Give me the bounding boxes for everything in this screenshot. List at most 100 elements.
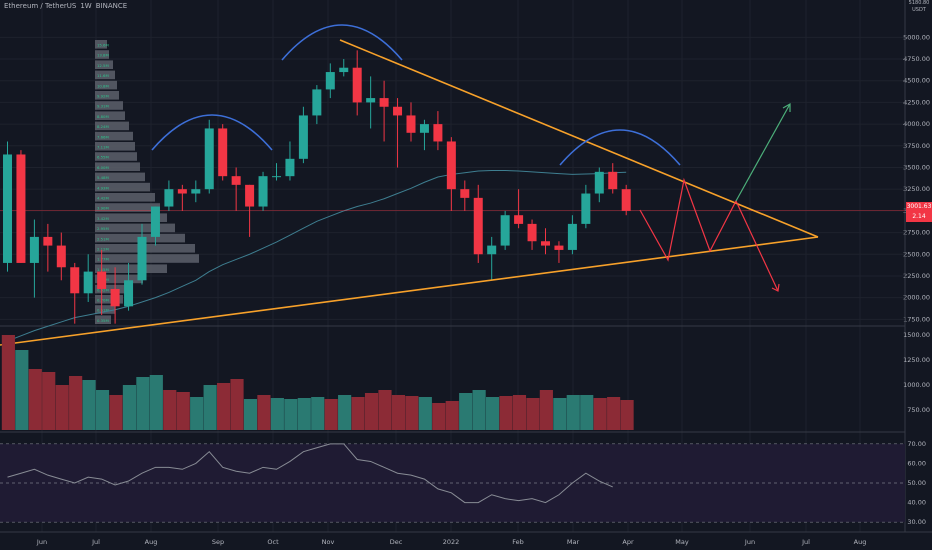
price-scale-top-value: 5180.80: [908, 0, 930, 6]
volume-bar: [230, 379, 244, 430]
candle-body: [137, 236, 147, 281]
lower-trendline: [0, 236, 819, 346]
head-arc: [281, 24, 403, 61]
volume-bar: [203, 385, 217, 430]
volume-tick-label: 750.00: [907, 406, 930, 414]
volume-profile-bar: [95, 121, 129, 131]
price-scale-unit: USDT: [912, 7, 926, 13]
volume-bar: [28, 369, 42, 430]
candle-body: [473, 197, 483, 255]
volume-profile-bar: [95, 182, 150, 192]
volume-profile-label: 2.51M: [97, 236, 109, 241]
volume-profile-label: 0.35M: [97, 318, 109, 323]
volume-bar: [338, 395, 352, 430]
candle-body: [43, 236, 53, 246]
volume-bar: [15, 350, 29, 430]
x-tick-label: Jul: [91, 538, 100, 546]
volume-bar: [499, 396, 513, 430]
volume-profile-bar: [95, 213, 167, 222]
forecast-down-arrowhead: [771, 283, 780, 292]
volume-profile-bar: [95, 152, 137, 161]
volume-bar: [82, 380, 96, 430]
volume-bar: [391, 395, 405, 430]
volume-bar: [109, 395, 123, 430]
volume-profile-label: 6.00M: [97, 165, 109, 170]
symbol-exchange: BINANCE: [95, 2, 128, 10]
candle-body: [150, 206, 160, 237]
volume-bar: [593, 398, 607, 430]
y-tick-label: 3500.00: [903, 163, 930, 171]
candle-body: [56, 245, 66, 268]
volume-bar: [351, 397, 365, 430]
volume-profile-label: 9.92M: [97, 94, 109, 99]
volume-bar: [364, 393, 379, 430]
candle-body: [352, 67, 362, 103]
volume-bar: [459, 393, 473, 430]
forecast-path: [639, 177, 779, 292]
volume-profile-label: 15.6M: [97, 43, 109, 48]
volume-profile-bar: [95, 203, 160, 212]
current-price-tag: 3001.63 2.14: [906, 202, 932, 222]
volume-profile-bar: [95, 60, 113, 69]
candle-body: [393, 106, 403, 116]
volume-bar: [136, 377, 150, 430]
volume-bar: [257, 395, 271, 430]
y-tick-label: 3250.00: [903, 185, 930, 193]
volume-bar: [95, 390, 110, 430]
y-tick-label: 5000.00: [903, 33, 930, 41]
volume-bar: [243, 399, 258, 430]
left-shoulder-arc: [151, 114, 273, 151]
candle-body: [285, 158, 295, 177]
candle-body: [164, 189, 174, 207]
x-tick-label: Aug: [145, 538, 158, 546]
volume-profile-label: 0.70M: [97, 298, 109, 303]
candle-body: [541, 241, 550, 246]
candle-body: [608, 171, 618, 190]
x-tick-label: Dec: [390, 538, 403, 546]
volume-profile-label: 7.66M: [97, 134, 109, 139]
symbol-name: Ethereum / TetherUS: [4, 2, 77, 10]
current-price-change: 2.14: [912, 213, 926, 220]
candle-body: [124, 280, 134, 307]
candle-body: [339, 67, 349, 73]
y-tick-label: 2000.00: [903, 294, 930, 302]
volume-profile-label: 6.55M: [97, 155, 109, 160]
volume-bar: [378, 390, 392, 430]
candle-body: [298, 115, 308, 159]
volume-tick-label: 1000.00: [903, 381, 930, 389]
x-tick-label: Nov: [322, 538, 335, 546]
y-tick-label: 3750.00: [903, 142, 930, 150]
volume-bar: [472, 390, 486, 430]
y-tick-label: 4000.00: [903, 120, 930, 128]
y-tick-label: 4250.00: [903, 98, 930, 106]
rsi-tick-label: 70.00: [907, 440, 926, 448]
candle-body: [97, 271, 107, 289]
candle-body: [567, 223, 577, 250]
x-tick-label: Jul: [801, 538, 810, 546]
x-tick-label: Aug: [854, 538, 867, 546]
candle-body: [3, 154, 12, 263]
candle-body: [204, 128, 214, 190]
x-tick-label: Sep: [212, 538, 224, 546]
y-tick-label: 4750.00: [903, 55, 930, 63]
volume-profile-label: 2.95M: [97, 226, 109, 231]
candle-body: [419, 124, 429, 133]
forecast-up-line: [735, 103, 791, 202]
volume-bar: [526, 398, 540, 430]
x-tick-label: 2022: [443, 538, 460, 546]
symbol-header: Ethereum / TetherUS 1W BINANCE: [4, 2, 131, 10]
volume-profile-bar: [95, 40, 107, 49]
volume-profile-label: 8.80M: [97, 114, 109, 119]
volume-bar: [297, 398, 311, 430]
volume-profile-label: 1.45M: [97, 267, 109, 272]
volume-profile-bar: [95, 264, 167, 273]
volume-bar: [55, 385, 69, 430]
volume-bar: [539, 390, 553, 430]
rsi-tick-label: 40.00: [907, 499, 926, 507]
volume-profile-bar: [95, 274, 143, 284]
candle-body: [366, 98, 376, 103]
candle-body: [29, 236, 39, 263]
volume-profile-label: 3.90M: [97, 206, 109, 211]
symbol-interval: 1W: [80, 2, 92, 10]
